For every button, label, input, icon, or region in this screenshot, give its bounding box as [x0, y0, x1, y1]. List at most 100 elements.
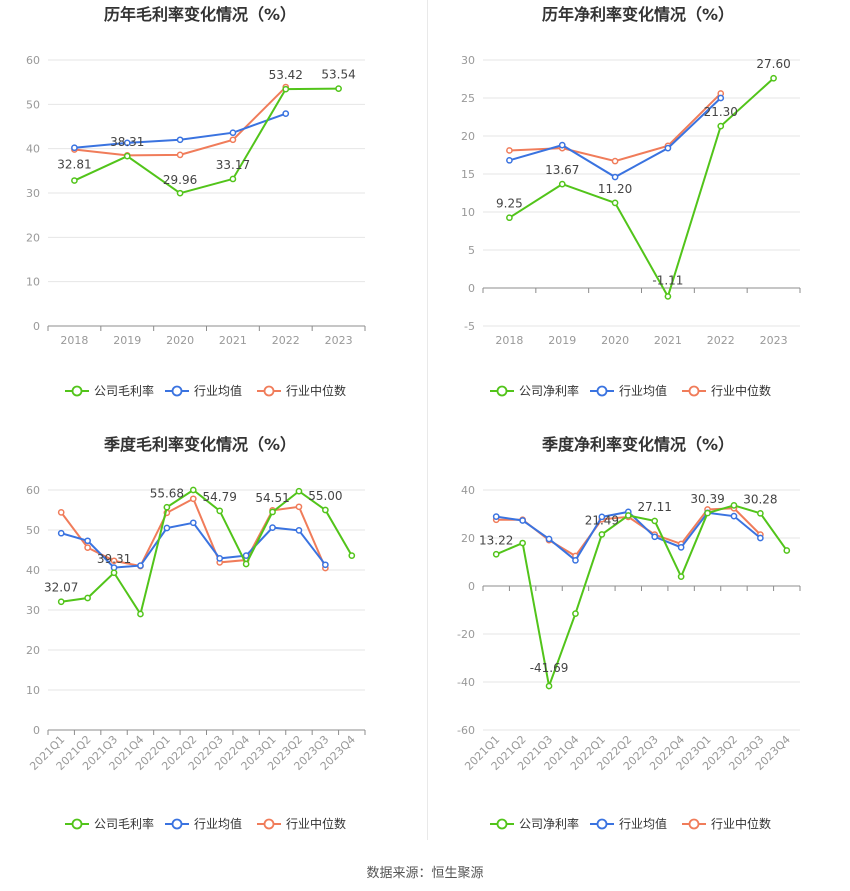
- quarterly-gross-margin-svg: 季度毛利率变化情况（%）01020304050602021Q12021Q2202…: [26, 435, 366, 831]
- x-tick-label: 2023: [760, 334, 788, 347]
- legend-label: 行业均值: [194, 816, 242, 831]
- data-label: 11.20: [598, 182, 632, 196]
- legend-swatch-marker: [596, 818, 608, 830]
- annual-net-margin-svg: 历年净利率变化情况（%） -5 0 5 10 15 20 25 30 2018 2019 2020 20…: [461, 5, 801, 398]
- y-tick-label: 30: [26, 187, 40, 200]
- legend-item-avg: 行业均值: [590, 383, 667, 398]
- x-tick-label: 2021: [219, 334, 247, 347]
- data-point-company: [269, 508, 276, 516]
- data-label: 30.28: [743, 492, 777, 506]
- legend-item-company: 公司毛利率: [65, 383, 154, 398]
- data-label: 55.68: [150, 486, 184, 500]
- data-label: 53.42: [269, 68, 303, 82]
- data-label: 29.96: [163, 173, 197, 187]
- x-tick-label: 2019: [113, 334, 141, 347]
- data-point-company: [572, 610, 579, 617]
- data-point-company: [84, 594, 91, 602]
- y-tick-label: 20: [461, 130, 475, 143]
- data-point-avg: [189, 519, 197, 527]
- legend-swatch-marker: [71, 385, 83, 397]
- y-tick-label: 50: [26, 524, 40, 537]
- data-point-company: [71, 177, 78, 184]
- data-point-company: [335, 85, 342, 92]
- legend-swatch-marker: [171, 385, 183, 397]
- quarterly-gross-margin-chart: 季度毛利率变化情况（%） 0 10 20 30 40 50 60 2021Q1 2021Q2 202…: [0, 430, 425, 850]
- data-label: -41.69: [530, 661, 569, 675]
- legend-label: 行业中位数: [711, 816, 771, 831]
- y-tick-label: 30: [26, 604, 40, 617]
- data-point-avg: [558, 141, 566, 149]
- legend-swatch-marker: [71, 818, 83, 830]
- y-tick-label: -60: [457, 724, 475, 737]
- legend-label: 行业均值: [619, 383, 667, 398]
- data-source-note: 数据来源：恒生聚源: [366, 866, 484, 881]
- data-point-avg: [492, 513, 500, 520]
- series-line-company: [508, 77, 775, 299]
- legend-swatch-marker: [263, 818, 275, 830]
- chart-title: 季度净利率变化情况（%）: [541, 435, 734, 454]
- data-point-avg: [572, 556, 579, 564]
- data-point-company: [624, 512, 632, 519]
- data-point-company: [717, 122, 725, 130]
- legend-swatch-marker: [688, 818, 700, 830]
- x-tick-label: 2020: [166, 334, 194, 347]
- y-tick-label: 40: [26, 143, 40, 156]
- legend-swatch-marker: [688, 385, 700, 397]
- legend-item-median: 行业中位数: [257, 383, 346, 398]
- data-point-company: [545, 682, 553, 690]
- legend-swatch-marker: [496, 385, 508, 397]
- data-point-company: [770, 74, 777, 82]
- data-point-company: [176, 189, 184, 197]
- x-tick-label: 2018: [495, 334, 523, 347]
- data-point-company: [216, 507, 224, 515]
- data-point-company: [492, 550, 500, 558]
- data-point-company: [519, 539, 526, 547]
- series-line-company: [61, 488, 353, 617]
- chart-title: 季度毛利率变化情况（%）: [103, 435, 296, 454]
- y-tick-label: 50: [26, 98, 40, 111]
- data-point-company: [757, 509, 764, 517]
- chart-title: 历年净利率变化情况（%）: [542, 5, 734, 24]
- y-tick-label: 0: [468, 282, 475, 295]
- data-point-avg: [598, 513, 606, 521]
- y-tick-label: 40: [26, 564, 40, 577]
- legend-swatch-marker: [263, 385, 275, 397]
- data-point-company: [137, 610, 144, 618]
- y-tick-label: 0: [468, 580, 475, 593]
- data-point-company: [348, 552, 356, 559]
- data-point-company: [558, 180, 566, 188]
- data-label: 27.60: [756, 57, 790, 71]
- y-tick-label: 10: [26, 684, 40, 697]
- series-line-company: [73, 87, 339, 195]
- x-tick-label: 2019: [548, 334, 576, 347]
- data-label: 13.67: [545, 163, 579, 177]
- data-point-avg: [229, 129, 237, 137]
- data-point-avg: [611, 173, 619, 181]
- data-point-avg: [84, 537, 91, 545]
- data-point-avg: [730, 512, 738, 520]
- data-point-median: [84, 544, 91, 551]
- data-label: 13.22: [479, 533, 513, 547]
- legend-item-avg: 行业均值: [165, 816, 242, 831]
- legend-item-avg: 行业均值: [165, 383, 242, 398]
- data-point-avg: [163, 524, 171, 532]
- data-point-company: [322, 506, 329, 514]
- data-point-avg: [519, 517, 526, 524]
- y-tick-label: -5: [464, 320, 475, 333]
- data-point-avg: [282, 110, 290, 117]
- legend-item-company: 公司净利率: [490, 383, 579, 398]
- data-point-avg: [322, 561, 329, 569]
- data-point-median: [110, 557, 118, 565]
- data-point-company: [57, 598, 65, 606]
- data-label: 53.54: [321, 68, 355, 82]
- data-point-avg: [216, 555, 224, 562]
- data-point-avg: [295, 527, 303, 534]
- y-tick-label: 40: [461, 484, 475, 497]
- data-label: 32.07: [44, 581, 78, 595]
- data-label: 9.25: [496, 197, 523, 211]
- y-tick-label: 20: [461, 532, 475, 545]
- x-tick-label: 2022: [272, 334, 300, 347]
- x-tick-label: 2020: [601, 334, 629, 347]
- y-tick-label: 10: [461, 206, 475, 219]
- data-point-median: [506, 147, 513, 154]
